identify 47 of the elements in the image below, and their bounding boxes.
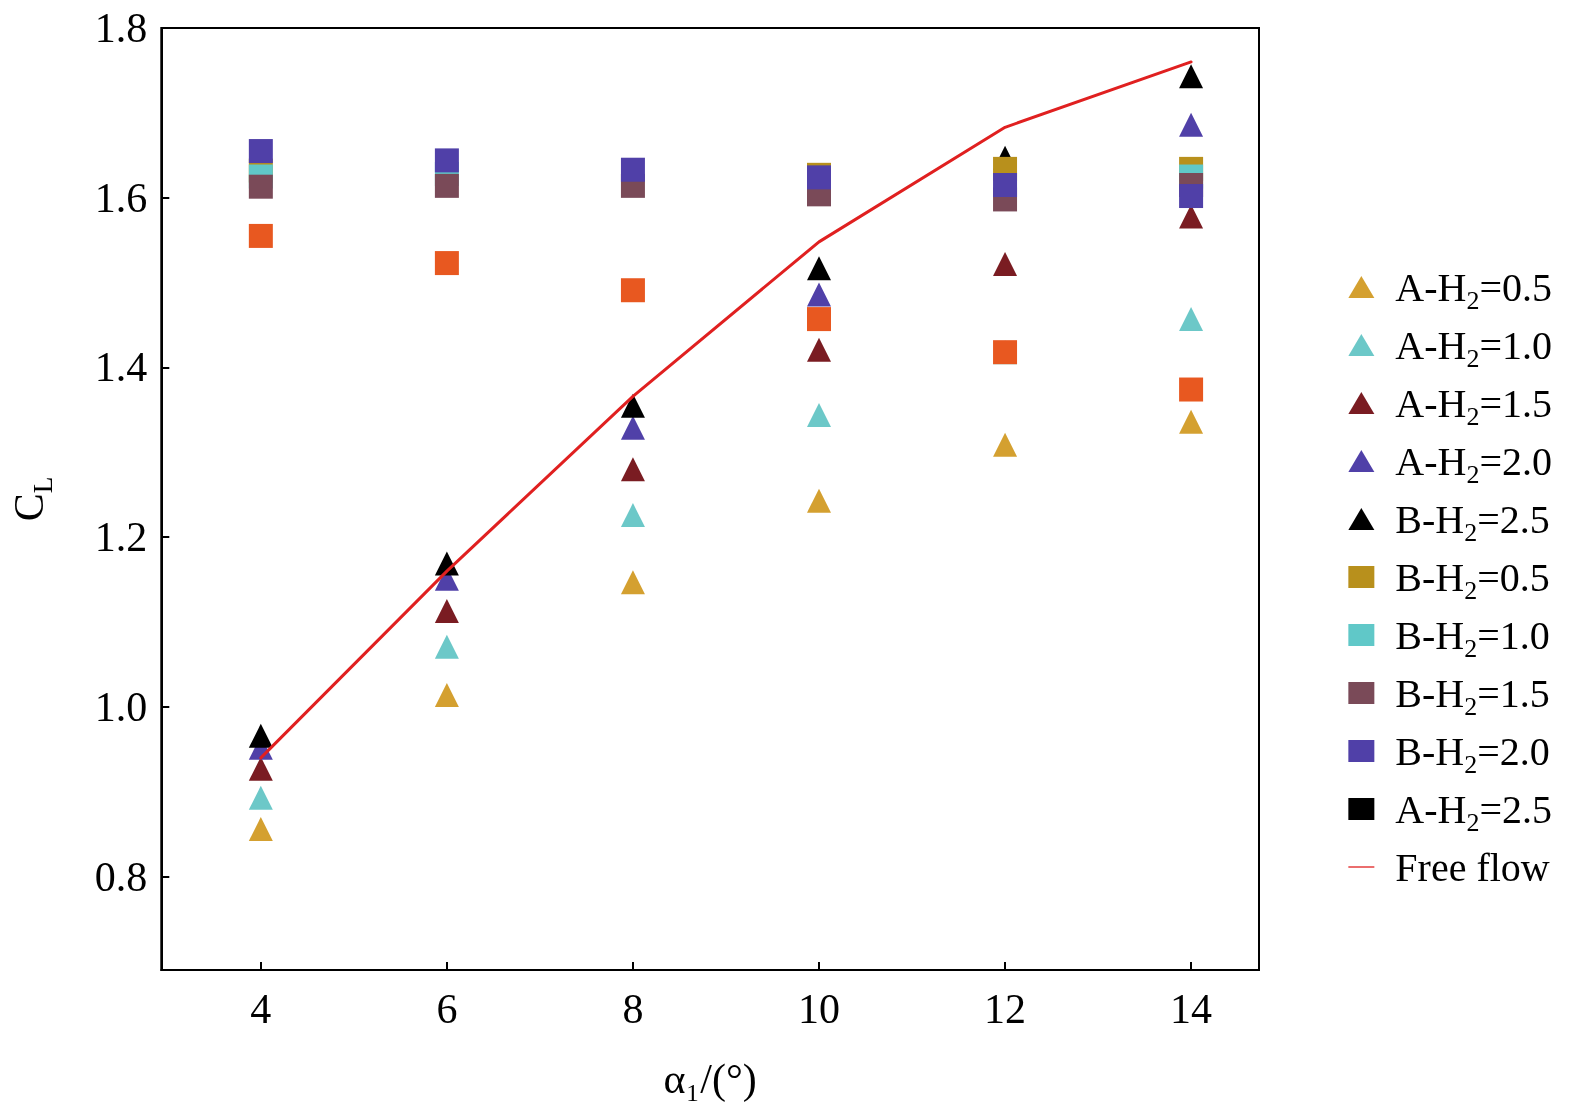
x-tick-label: 6 xyxy=(436,986,458,1032)
point xyxy=(248,139,273,164)
y-tick-label: 1.0 xyxy=(94,683,148,730)
point xyxy=(993,432,1018,457)
point xyxy=(434,251,459,276)
point xyxy=(1179,112,1204,137)
point xyxy=(620,278,645,303)
point xyxy=(248,785,273,810)
point xyxy=(1179,409,1204,434)
x-tick-label: 4 xyxy=(250,986,272,1032)
point xyxy=(1179,377,1204,402)
y-tick-label: 1.4 xyxy=(94,344,148,391)
point xyxy=(434,599,459,624)
x-tick-label: 12 xyxy=(984,986,1027,1032)
point xyxy=(434,148,459,173)
point xyxy=(806,282,831,307)
x-axis-title: α₁/(°) xyxy=(663,1056,757,1104)
point xyxy=(248,223,273,248)
point xyxy=(1179,307,1204,332)
point xyxy=(434,683,459,708)
point xyxy=(248,817,273,842)
x-tick-label: 10 xyxy=(797,986,840,1032)
x-tick-label: 14 xyxy=(1170,986,1213,1032)
y-tick-label: 1.8 xyxy=(94,5,148,51)
point xyxy=(620,457,645,482)
point xyxy=(993,251,1018,276)
y-tick-label: 0.8 xyxy=(94,853,148,900)
point xyxy=(806,402,831,427)
point xyxy=(620,157,645,182)
point xyxy=(806,256,831,281)
point xyxy=(806,488,831,513)
point xyxy=(434,173,459,198)
point xyxy=(248,723,273,748)
point xyxy=(993,173,1018,197)
y-axis-title: CL xyxy=(6,476,58,522)
point xyxy=(1179,184,1204,209)
point xyxy=(806,337,831,362)
point xyxy=(806,307,831,332)
point xyxy=(620,415,645,440)
y-tick-label: 1.2 xyxy=(94,514,148,561)
x-tick-label: 8 xyxy=(622,986,644,1032)
point xyxy=(1179,64,1204,89)
y-tick-label: 1.6 xyxy=(94,174,148,221)
point xyxy=(620,503,645,528)
point xyxy=(620,570,645,595)
point xyxy=(434,634,459,659)
legend-label: Free flow xyxy=(1395,844,1550,890)
